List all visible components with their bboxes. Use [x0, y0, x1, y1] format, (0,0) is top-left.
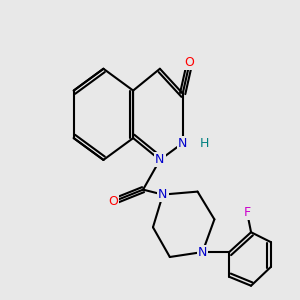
Text: N: N [178, 136, 188, 150]
Text: F: F [244, 206, 251, 219]
Text: N: N [158, 188, 168, 201]
Text: O: O [108, 195, 118, 208]
Text: N: N [198, 245, 207, 259]
Text: N: N [155, 153, 165, 167]
Text: H: H [200, 136, 209, 150]
Text: O: O [185, 56, 195, 69]
